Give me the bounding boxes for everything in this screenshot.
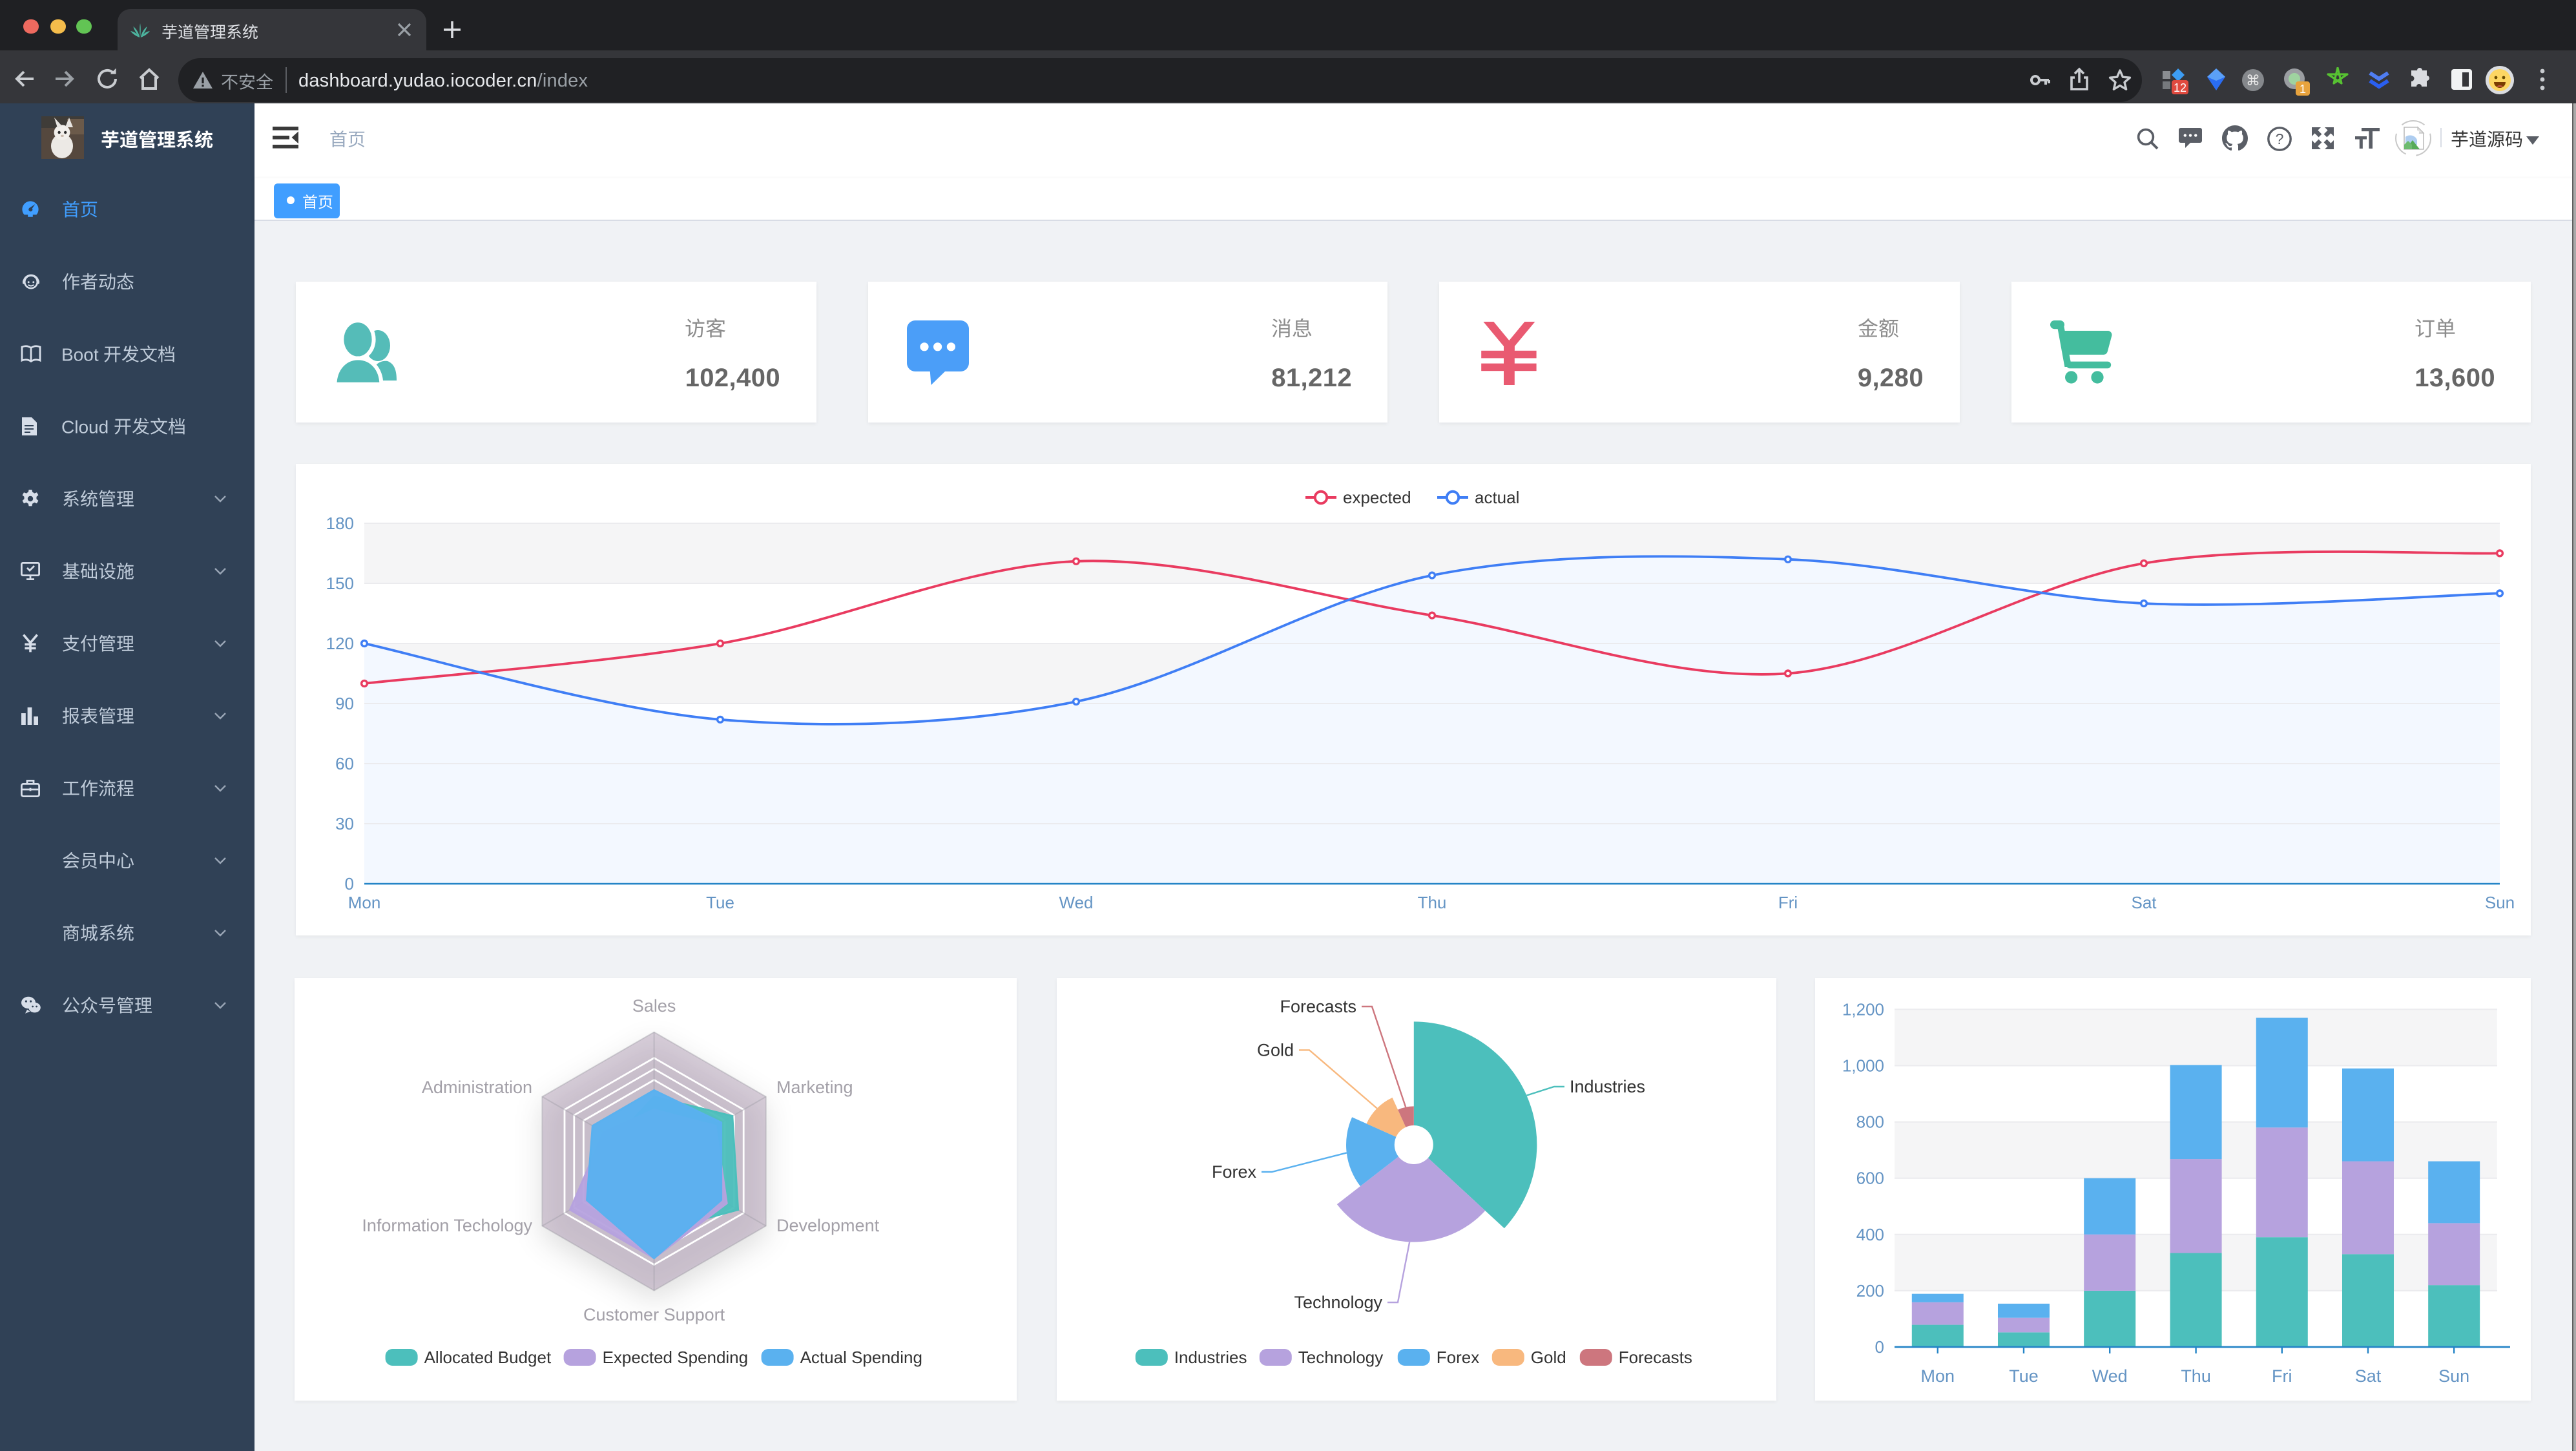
svg-text:0: 0 [345, 873, 354, 893]
svg-text:200: 200 [1856, 1281, 1884, 1300]
svg-text:Gold: Gold [1530, 1348, 1566, 1367]
svg-text:Allocated Budget: Allocated Budget [424, 1348, 552, 1367]
svg-text:Thu: Thu [2181, 1366, 2211, 1386]
svg-text:600: 600 [1856, 1169, 1884, 1188]
svg-text:1,200: 1,200 [1842, 999, 1884, 1019]
svg-text:Wed: Wed [1059, 892, 1094, 912]
svg-text:Gold: Gold [1256, 1040, 1293, 1060]
svg-text:Actual Spending: Actual Spending [800, 1348, 922, 1367]
svg-text:Forecasts: Forecasts [1280, 997, 1356, 1016]
svg-text:120: 120 [326, 633, 354, 652]
svg-text:actual: actual [1475, 487, 1519, 506]
svg-text:Sat: Sat [2354, 1366, 2381, 1386]
svg-text:Tue: Tue [2009, 1366, 2039, 1386]
svg-text:Fri: Fri [1778, 892, 1798, 912]
svg-text:Mon: Mon [1920, 1366, 1955, 1386]
svg-text:180: 180 [326, 513, 354, 532]
svg-text:Forex: Forex [1436, 1348, 1479, 1367]
svg-text:Expected Spending: Expected Spending [603, 1348, 749, 1367]
svg-text:1,000: 1,000 [1842, 1056, 1884, 1076]
svg-text:12: 12 [2174, 81, 2186, 94]
svg-text:Customer Support: Customer Support [583, 1305, 725, 1324]
svg-text:Technology: Technology [1294, 1293, 1382, 1312]
svg-text:Forex: Forex [1211, 1162, 1256, 1182]
svg-text:expected: expected [1343, 487, 1411, 506]
svg-text:Fri: Fri [2272, 1366, 2292, 1386]
svg-text:Tue: Tue [706, 892, 734, 912]
svg-text:800: 800 [1856, 1112, 1884, 1132]
svg-text:Technology: Technology [1298, 1348, 1382, 1367]
svg-text:Development: Development [776, 1216, 880, 1235]
svg-text:Marketing: Marketing [776, 1078, 853, 1097]
svg-text:?: ? [2276, 130, 2284, 147]
svg-text:Sun: Sun [2485, 892, 2515, 912]
svg-text:Industries: Industries [1174, 1348, 1247, 1367]
svg-text:90: 90 [335, 693, 354, 713]
svg-text:150: 150 [326, 573, 354, 592]
svg-text:⌘: ⌘ [2246, 72, 2260, 89]
svg-text:0: 0 [1875, 1337, 1884, 1357]
svg-text:Sun: Sun [2438, 1366, 2469, 1386]
svg-text:Forecasts: Forecasts [1618, 1348, 1692, 1367]
svg-text:Sat: Sat [2131, 892, 2157, 912]
svg-text:Information Techology: Information Techology [362, 1216, 532, 1235]
svg-text:Industries: Industries [1569, 1077, 1645, 1096]
svg-text:Wed: Wed [2092, 1366, 2127, 1386]
svg-text:60: 60 [335, 753, 354, 773]
svg-text:Thu: Thu [1418, 892, 1447, 912]
svg-text:Mon: Mon [348, 892, 381, 912]
svg-text:400: 400 [1856, 1225, 1884, 1244]
svg-text:30: 30 [335, 813, 354, 833]
svg-text:Administration: Administration [422, 1078, 532, 1097]
svg-text:1: 1 [2300, 83, 2306, 96]
svg-text:Sales: Sales [632, 996, 676, 1016]
